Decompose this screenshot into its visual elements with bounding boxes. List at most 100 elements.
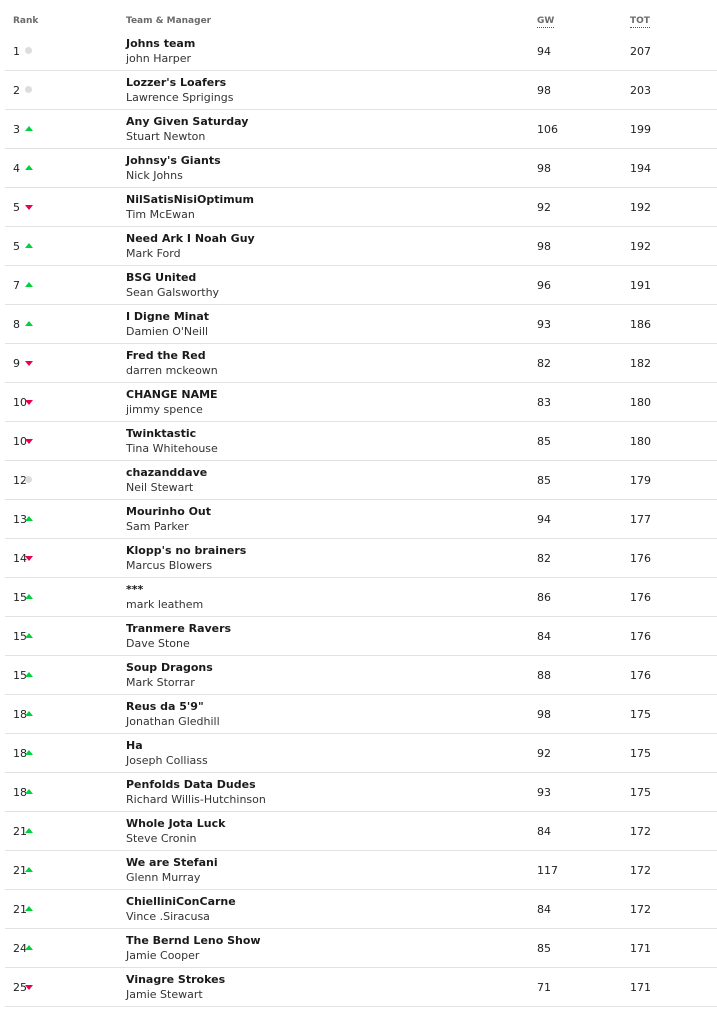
team-name-link[interactable]: Johnsy's Giants	[126, 154, 221, 167]
rank: 12	[13, 474, 27, 487]
table-row[interactable]: 18 Penfolds Data Dudes Richard Willis-Hutc…	[5, 773, 717, 812]
table-row[interactable]: 3 Any Given Saturday Stuart Newton 106 199	[5, 110, 717, 149]
arrow-up-icon	[25, 243, 33, 248]
total-points: 203	[630, 84, 651, 97]
team-name-link[interactable]: chazanddave	[126, 466, 208, 479]
rank: 10	[13, 396, 27, 409]
team-name-link[interactable]: Ha	[126, 739, 143, 752]
rank: 18	[13, 708, 27, 721]
table-row[interactable]: 21 We are Stefani Glenn Murray 117 172	[5, 851, 717, 890]
arrow-up-icon	[25, 126, 33, 131]
table-row[interactable]: 2 Lozzer's Loafers Lawrence Sprigings 98 203	[5, 71, 717, 110]
team-name-link[interactable]: We are Stefani	[126, 856, 218, 869]
team-name-link[interactable]: NilSatisNisiOptimum	[126, 193, 254, 206]
team-name-link[interactable]: Mourinho Out	[126, 505, 212, 518]
total-points: 171	[630, 981, 651, 994]
team-name-link[interactable]: Johns team	[126, 37, 196, 50]
arrow-up-icon	[25, 906, 33, 911]
table-row[interactable]: 5 NilSatisNisiOptimum Tim McEwan 92 192	[5, 188, 717, 227]
gameweek-points: 88	[537, 669, 551, 682]
gameweek-points: 84	[537, 903, 551, 916]
manager-name: Mark Storrar	[126, 676, 195, 689]
table-row[interactable]: 18 Ha Joseph Colliass 92 175	[5, 734, 717, 773]
gameweek-points: 85	[537, 474, 551, 487]
rank: 14	[13, 552, 27, 565]
team-name-link[interactable]: Klopp's no brainers	[126, 544, 247, 557]
team-name-link[interactable]: Any Given Saturday	[126, 115, 249, 128]
total-points: 176	[630, 591, 651, 604]
gameweek-points: 93	[537, 318, 551, 331]
table-row[interactable]: 8 I Digne Minat Damien O'Neill 93 186	[5, 305, 717, 344]
arrow-up-icon	[25, 828, 33, 833]
gameweek-points: 94	[537, 513, 551, 526]
manager-name: Neil Stewart	[126, 481, 194, 494]
no-change-dot-icon	[25, 47, 32, 54]
team-name-link[interactable]: Lozzer's Loafers	[126, 76, 227, 89]
rank: 3	[13, 123, 20, 136]
arrow-up-icon	[25, 594, 33, 599]
table-row[interactable]: 10 Twinktastic Tina Whitehouse 85 180	[5, 422, 717, 461]
team-name-link[interactable]: ***	[126, 583, 144, 596]
manager-name: darren mckeown	[126, 364, 218, 377]
table-row[interactable]: 10 CHANGE NAME jimmy spence 83 180	[5, 383, 717, 422]
gameweek-points: 83	[537, 396, 551, 409]
team-name-link[interactable]: Need Ark I Noah Guy	[126, 232, 255, 245]
gameweek-points: 86	[537, 591, 551, 604]
gameweek-points: 92	[537, 201, 551, 214]
manager-name: jimmy spence	[126, 403, 203, 416]
rank: 15	[13, 669, 27, 682]
team-name-link[interactable]: CHANGE NAME	[126, 388, 218, 401]
manager-name: Mark Ford	[126, 247, 181, 260]
team-name-link[interactable]: Twinktastic	[126, 427, 197, 440]
gameweek-points: 98	[537, 162, 551, 175]
manager-name: Glenn Murray	[126, 871, 201, 884]
total-points: 179	[630, 474, 651, 487]
team-name-link[interactable]: Fred the Red	[126, 349, 206, 362]
team-name-link[interactable]: The Bernd Leno Show	[126, 934, 261, 947]
table-row[interactable]: 15 Soup Dragons Mark Storrar 88 176	[5, 656, 717, 695]
team-name-link[interactable]: BSG United	[126, 271, 197, 284]
rank-header: Rank	[13, 16, 39, 26]
table-row[interactable]: 13 Mourinho Out Sam Parker 94 177	[5, 500, 717, 539]
rank: 18	[13, 747, 27, 760]
manager-name: Stuart Newton	[126, 130, 206, 143]
rank: 1	[13, 45, 20, 58]
team-name-link[interactable]: Whole Jota Luck	[126, 817, 226, 830]
team-name-link[interactable]: Reus da 5'9"	[126, 700, 204, 713]
league-standings-table: Rank Team & Manager GW TOT 1 Johns team jo…	[5, 0, 717, 1007]
table-row[interactable]: 12 chazanddave Neil Stewart 85 179	[5, 461, 717, 500]
table-row[interactable]: 15 *** mark leathem 86 176	[5, 578, 717, 617]
table-row[interactable]: 9 Fred the Red darren mckeown 82 182	[5, 344, 717, 383]
table-row[interactable]: 5 Need Ark I Noah Guy Mark Ford 98 192	[5, 227, 717, 266]
gw-header[interactable]: GW	[537, 16, 555, 28]
team-name-link[interactable]: ChielliniConCarne	[126, 895, 236, 908]
team-name-link[interactable]: Penfolds Data Dudes	[126, 778, 256, 791]
total-points: 182	[630, 357, 651, 370]
gameweek-points: 71	[537, 981, 551, 994]
team-name-link[interactable]: I Digne Minat	[126, 310, 210, 323]
rank: 9	[13, 357, 20, 370]
table-row[interactable]: 4 Johnsy's Giants Nick Johns 98 194	[5, 149, 717, 188]
arrow-down-icon	[25, 439, 33, 444]
team-name-link[interactable]: Vinagre Strokes	[126, 973, 226, 986]
table-row[interactable]: 21 ChielliniConCarne Vince .Siracusa 84 172	[5, 890, 717, 929]
table-row[interactable]: 21 Whole Jota Luck Steve Cronin 84 172	[5, 812, 717, 851]
table-row[interactable]: 25 Vinagre Strokes Jamie Stewart 71 171	[5, 968, 717, 1007]
team-name-link[interactable]: Tranmere Ravers	[126, 622, 232, 635]
table-row[interactable]: 15 Tranmere Ravers Dave Stone 84 176	[5, 617, 717, 656]
manager-name: Sean Galsworthy	[126, 286, 220, 299]
arrow-down-icon	[25, 205, 33, 210]
manager-name: Tim McEwan	[126, 208, 195, 221]
arrow-up-icon	[25, 633, 33, 638]
team-name-link[interactable]: Soup Dragons	[126, 661, 213, 674]
table-row[interactable]: 24 The Bernd Leno Show Jamie Cooper 85 171	[5, 929, 717, 968]
table-row[interactable]: 18 Reus da 5'9" Jonathan Gledhill 98 175	[5, 695, 717, 734]
total-points: 180	[630, 435, 651, 448]
arrow-up-icon	[25, 321, 33, 326]
table-row[interactable]: 14 Klopp's no brainers Marcus Blowers 82 176	[5, 539, 717, 578]
manager-name: Marcus Blowers	[126, 559, 213, 572]
table-row[interactable]: 7 BSG United Sean Galsworthy 96 191	[5, 266, 717, 305]
table-row[interactable]: 1 Johns team john Harper 94 207	[5, 32, 717, 71]
total-points: 176	[630, 552, 651, 565]
tot-header[interactable]: TOT	[630, 16, 650, 28]
